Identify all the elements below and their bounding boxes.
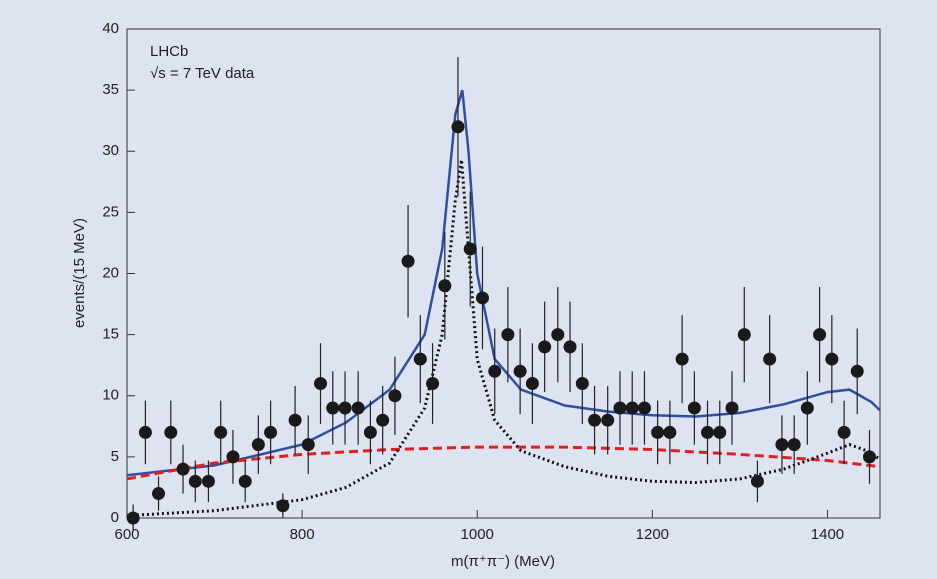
y-tick-label: 10 (102, 387, 119, 404)
data-point (488, 364, 502, 378)
data-point (351, 401, 365, 415)
data-point (525, 377, 539, 391)
data-point (276, 499, 290, 513)
data-point (126, 511, 140, 525)
data-point (513, 364, 527, 378)
data-point (264, 425, 278, 439)
data-point (538, 340, 552, 354)
data-point (152, 487, 166, 501)
data-point (413, 352, 427, 366)
data-point (501, 328, 515, 342)
data-point (314, 377, 328, 391)
data-point (176, 462, 190, 476)
fit-curve (126, 159, 881, 518)
x-tick-label: 1200 (636, 526, 669, 543)
data-point (251, 438, 265, 452)
data-point (687, 401, 701, 415)
data-point (226, 450, 240, 464)
annotation: LHCb (150, 43, 188, 60)
data-point (725, 401, 739, 415)
data-point (775, 438, 789, 452)
data-point (862, 450, 876, 464)
data-point (301, 438, 315, 452)
y-axis-label: events/(15 MeV) (71, 218, 88, 328)
data-point (388, 389, 402, 403)
y-tick-label: 20 (102, 264, 119, 281)
data-point (401, 254, 415, 268)
data-point (563, 340, 577, 354)
data-point (637, 401, 651, 415)
data-point (551, 328, 565, 342)
data-point (164, 425, 178, 439)
x-tick-label: 1000 (461, 526, 494, 543)
data-point (837, 425, 851, 439)
y-tick-label: 15 (102, 326, 119, 343)
data-point (463, 242, 477, 256)
y-tick-label: 35 (102, 81, 119, 98)
data-point (214, 425, 228, 439)
data-point (800, 401, 814, 415)
data-point (850, 364, 864, 378)
data-point (326, 401, 340, 415)
y-tick-label: 30 (102, 142, 119, 159)
data-point (288, 413, 302, 427)
data-point (363, 425, 377, 439)
data-point (625, 401, 639, 415)
data-point (188, 474, 202, 488)
x-tick-label: 600 (114, 526, 139, 543)
data-point (750, 474, 764, 488)
data-point (737, 328, 751, 342)
data-point (201, 474, 215, 488)
y-tick-label: 25 (102, 203, 119, 220)
data-point (426, 377, 440, 391)
data-point (613, 401, 627, 415)
y-tick-label: 40 (102, 20, 119, 37)
x-tick-label: 1400 (811, 526, 844, 543)
data-point (238, 474, 252, 488)
data-point (787, 438, 801, 452)
data-point (575, 377, 589, 391)
y-tick-label: 0 (111, 509, 119, 526)
data-point (813, 328, 827, 342)
data-point (825, 352, 839, 366)
data-point (675, 352, 689, 366)
data-point (663, 425, 677, 439)
data-point (438, 279, 452, 293)
data-point (588, 413, 602, 427)
data-point (475, 291, 489, 305)
y-tick-label: 5 (111, 448, 119, 465)
data-point (763, 352, 777, 366)
x-tick-label: 800 (290, 526, 315, 543)
data-point (651, 425, 665, 439)
data-point (601, 413, 615, 427)
data-point (451, 120, 465, 134)
data-point (376, 413, 390, 427)
data-point (338, 401, 352, 415)
data-point (701, 425, 715, 439)
data-point (138, 425, 152, 439)
x-axis-label: m(π⁺π⁻) (MeV) (451, 553, 555, 570)
data-point (713, 425, 727, 439)
annotation: √s = 7 TeV data (150, 65, 255, 82)
